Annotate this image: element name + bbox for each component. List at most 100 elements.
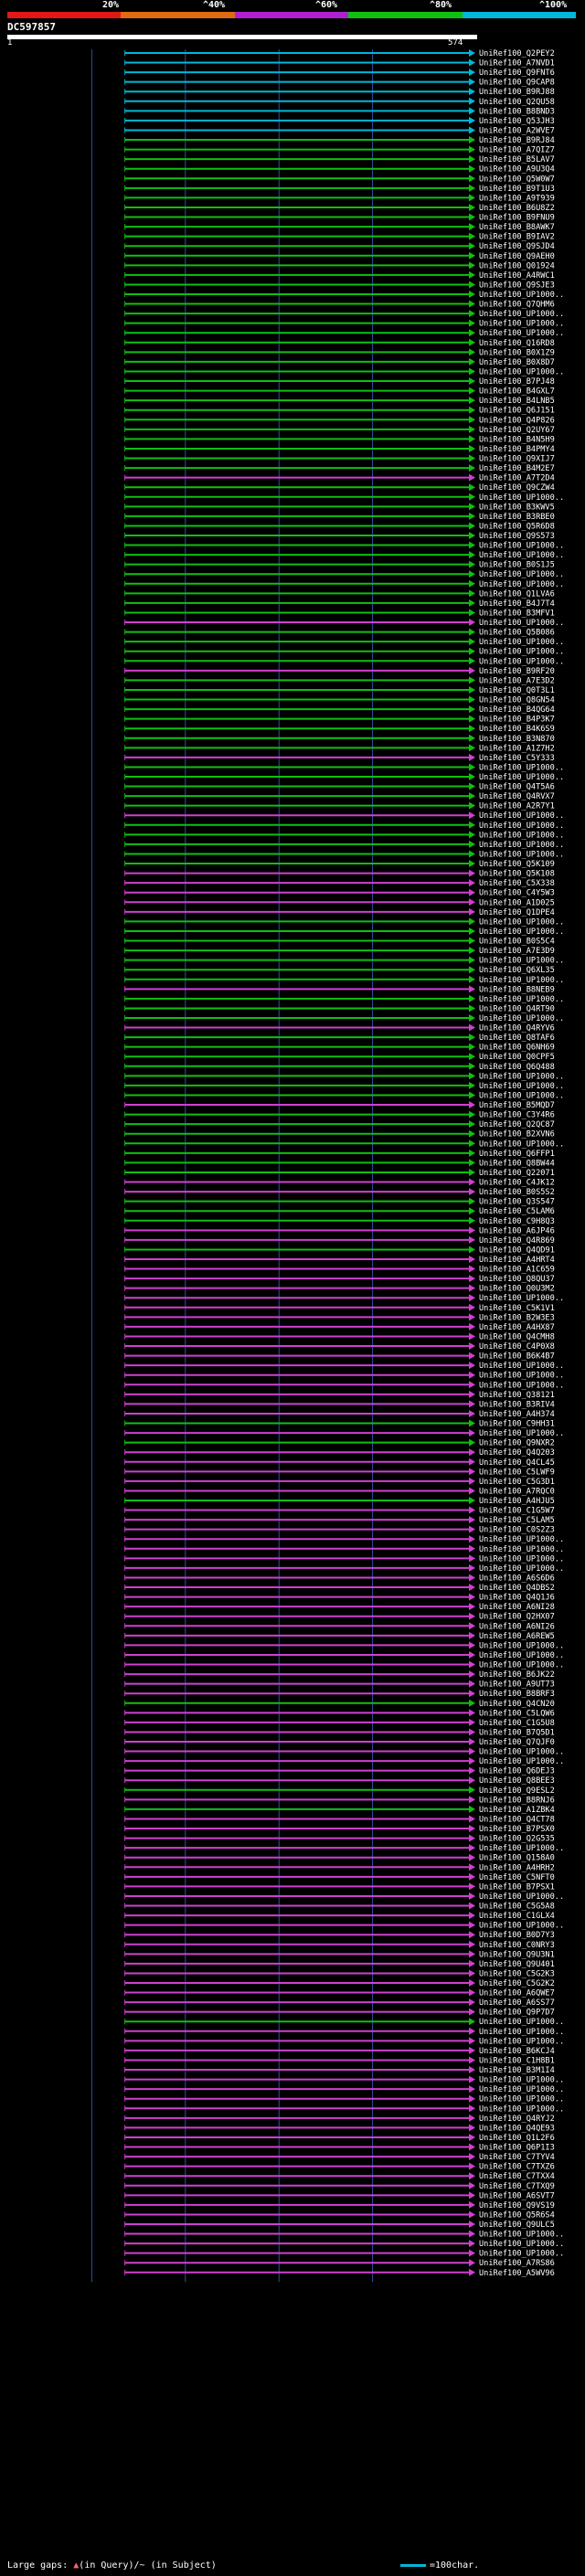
hit-label: UniRef100_B9RJ88 <box>479 88 555 97</box>
hit-arrow-icon <box>469 2153 475 2161</box>
hit-label: UniRef100_B4QG64 <box>479 705 555 715</box>
hit-label: UniRef100_Q4QE93 <box>479 2124 555 2133</box>
hit-arrow-icon <box>469 1747 475 1755</box>
hit-arrow-icon <box>469 994 475 1002</box>
hit-arrow-icon <box>469 406 475 414</box>
hit-arrow-icon <box>469 532 475 539</box>
hit-label: UniRef100_Q2PEY2 <box>479 49 555 58</box>
hit-label: UniRef100_UP1000.. <box>479 1564 564 1574</box>
hit-label: UniRef100_Q5R6S4 <box>479 2210 555 2220</box>
hit-label: UniRef100_A7E3D9 <box>479 947 555 956</box>
hit-label: UniRef100_C5NFT0 <box>479 1873 555 1882</box>
hit-arrow-icon <box>469 1815 475 1823</box>
hit-label: UniRef100_UP1000.. <box>479 1362 564 1371</box>
hit-arrow-icon <box>469 377 475 386</box>
hit-label: UniRef100_Q9NXR2 <box>479 1439 555 1448</box>
hit-arrow-icon <box>469 164 475 173</box>
hit-arrow-icon <box>469 1081 475 1089</box>
hit-label: UniRef100_B7PJ48 <box>479 377 555 387</box>
hit-label: UniRef100_C5G2K2 <box>479 1979 555 1988</box>
hit-label: UniRef100_B6K4B7 <box>479 1352 555 1362</box>
hit-arrow-icon <box>469 888 475 896</box>
hit-label: UniRef100_Q9ESL2 <box>479 1786 555 1796</box>
query-gap-marker-icon: ▲ <box>73 2560 80 2571</box>
query-start-label: 1 <box>7 38 13 48</box>
hit-arrow-icon <box>469 1825 475 1833</box>
hit-label: UniRef100_Q8BEE3 <box>479 1776 555 1786</box>
hit-arrow-icon <box>469 1670 475 1679</box>
hit-label: UniRef100_A6SVT7 <box>479 2191 555 2200</box>
hit-label: UniRef100_Q8TAF6 <box>479 1034 555 1043</box>
hit-label: UniRef100_Q7QHM6 <box>479 301 555 310</box>
hit-label: UniRef100_Q4CT78 <box>479 1815 555 1824</box>
hit-label: UniRef100_A7T2D4 <box>479 474 555 483</box>
hit-arrow-icon <box>469 116 475 124</box>
hit-label: UniRef100_A6SS77 <box>479 1998 555 2008</box>
hit-arrow-icon <box>469 1718 475 1726</box>
query-name: DC597857 <box>7 21 56 33</box>
hit-arrow-icon <box>469 1149 475 1157</box>
hit-label: UniRef100_UP1000.. <box>479 928 564 937</box>
hit-label: UniRef100_UP1000.. <box>479 831 564 840</box>
hit-label: UniRef100_UP1000.. <box>479 1072 564 1081</box>
hit-arrow-icon <box>469 1043 475 1051</box>
hit-arrow-icon <box>469 2094 475 2103</box>
scale-segment-2 <box>121 12 235 18</box>
hit-label: UniRef100_B6JK22 <box>479 1670 555 1680</box>
hit-label: UniRef100_C5K1V1 <box>479 1304 555 1313</box>
hit-arrow-icon <box>469 1303 475 1311</box>
hit-label: UniRef100_B4GXL7 <box>479 387 555 397</box>
hit-arrow-icon <box>469 1497 475 1504</box>
hit-label: UniRef100_A1D025 <box>479 898 555 907</box>
hit-label: UniRef100_B0S1J5 <box>479 561 555 570</box>
hit-arrow-icon <box>469 242 475 250</box>
hit-label: UniRef100_B8NEB9 <box>479 985 555 994</box>
hit-label: UniRef100_UP1000.. <box>479 811 564 821</box>
hit-label: UniRef100_C9H8Q3 <box>479 1217 555 1226</box>
hit-arrow-icon <box>469 1612 475 1620</box>
hit-label: UniRef100_UP1000.. <box>479 1922 564 1931</box>
hit-arrow-icon <box>469 1766 475 1775</box>
hit-arrow-icon <box>469 695 475 704</box>
hit-arrow-icon <box>469 1660 475 1669</box>
hit-label: UniRef100_A5WV96 <box>479 2269 555 2278</box>
hit-label: UniRef100_B8BND3 <box>479 107 555 116</box>
hit-arrow-icon <box>469 1438 475 1447</box>
hit-label: UniRef100_B9RJ84 <box>479 136 555 145</box>
hit-arrow-icon <box>469 2124 475 2132</box>
hit-arrow-icon <box>469 387 475 395</box>
hit-arrow-icon <box>469 619 475 627</box>
hit-label: UniRef100_Q53JH3 <box>479 117 555 126</box>
hit-arrow-icon <box>469 2181 475 2189</box>
hit-arrow-icon <box>469 2210 475 2219</box>
hit-label: UniRef100_B0X1Z9 <box>479 348 555 357</box>
hit-arrow-icon <box>469 1998 475 2007</box>
hit-arrow-icon <box>469 907 475 916</box>
hit-arrow-icon <box>469 136 475 144</box>
hit-label: UniRef100_UP1000.. <box>479 310 564 319</box>
hit-label: UniRef100_UP1000.. <box>479 2076 564 2085</box>
hit-label: UniRef100_B3KWV5 <box>479 503 555 512</box>
hit-label: UniRef100_A7NVD1 <box>479 59 555 69</box>
hit-label: UniRef100_UP1000.. <box>479 763 564 772</box>
hit-arrow-icon <box>469 2249 475 2257</box>
hit-arrow-icon <box>469 261 475 270</box>
hit-label: UniRef100_UP1000.. <box>479 657 564 666</box>
hit-label: UniRef100_Q9SJE3 <box>479 281 555 290</box>
hit-label: UniRef100_B9T1U3 <box>479 185 555 194</box>
hit-arrow-icon <box>469 88 475 96</box>
hit-label: UniRef100_A1C659 <box>479 1266 555 1275</box>
hit-label: UniRef100_UP1000.. <box>479 976 564 985</box>
hit-label: UniRef100_Q4Q203 <box>479 1448 555 1458</box>
hit-label: UniRef100_A6QWE7 <box>479 1989 555 1998</box>
hit-arrow-icon <box>469 1409 475 1417</box>
hit-arrow-icon <box>469 348 475 356</box>
hit-arrow-icon <box>469 1381 475 1389</box>
hit-label: UniRef100_Q4RYJ2 <box>479 2115 555 2124</box>
hit-arrow-icon <box>469 753 475 761</box>
hit-arrow-icon <box>469 1313 475 1321</box>
hit-label: UniRef100_A6NI28 <box>479 1603 555 1612</box>
hit-arrow-icon <box>469 1168 475 1176</box>
hit-label: UniRef100_Q38121 <box>479 1391 555 1400</box>
hit-label: UniRef100_Q9XIJ7 <box>479 455 555 464</box>
